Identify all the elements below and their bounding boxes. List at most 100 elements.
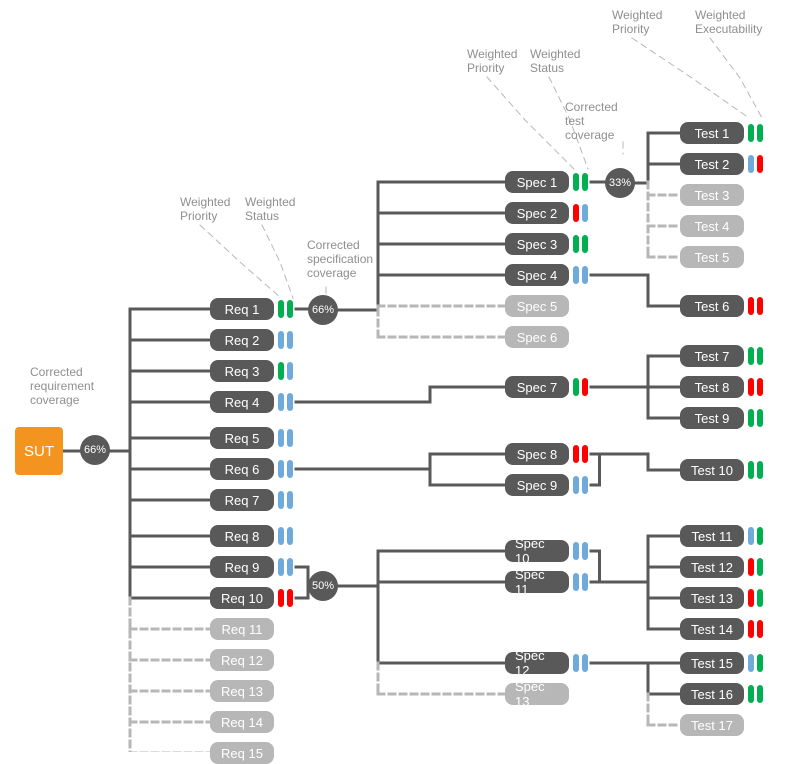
indicator-r6-0: [278, 460, 284, 478]
node-t2: Test 2: [680, 153, 744, 175]
indicator-r5-0: [278, 429, 284, 447]
indicator-r8-1: [287, 527, 293, 545]
indicator-t14-1: [757, 620, 763, 638]
node-s7: Spec 7: [505, 376, 569, 398]
label-wp2: Weighted Priority: [467, 47, 517, 75]
node-t3: Test 3: [680, 184, 744, 206]
indicator-r7-1: [287, 491, 293, 509]
node-t7: Test 7: [680, 345, 744, 367]
sut-node: SUT: [15, 427, 63, 475]
node-t6: Test 6: [680, 295, 744, 317]
label-we: Weighted Executability: [695, 8, 762, 36]
node-t9: Test 9: [680, 407, 744, 429]
indicator-t14-0: [748, 620, 754, 638]
coverage-test_cov: 33%: [605, 168, 635, 198]
indicator-s8-1: [582, 445, 588, 463]
node-r4: Req 4: [210, 391, 274, 413]
indicator-r4-0: [278, 393, 284, 411]
indicator-s12-1: [582, 654, 588, 672]
node-s10: Spec 10: [505, 540, 569, 562]
node-r15: Req 15: [210, 742, 274, 764]
node-s2: Spec 2: [505, 202, 569, 224]
node-t8: Test 8: [680, 376, 744, 398]
indicator-t13-1: [757, 589, 763, 607]
node-t5: Test 5: [680, 246, 744, 268]
indicator-t16-1: [757, 685, 763, 703]
node-t11: Test 11: [680, 525, 744, 547]
indicator-t8-0: [748, 378, 754, 396]
indicator-t16-0: [748, 685, 754, 703]
indicator-s1-0: [573, 173, 579, 191]
node-s4: Spec 4: [505, 264, 569, 286]
indicator-s11-0: [573, 573, 579, 591]
node-t1: Test 1: [680, 122, 744, 144]
indicator-s7-1: [582, 378, 588, 396]
node-t15: Test 15: [680, 652, 744, 674]
indicator-s2-1: [582, 204, 588, 222]
label-wp1: Weighted Priority: [180, 195, 230, 223]
indicator-r7-0: [278, 491, 284, 509]
indicator-t7-0: [748, 347, 754, 365]
indicator-r10-1: [287, 589, 293, 607]
indicator-t8-1: [757, 378, 763, 396]
indicator-s10-0: [573, 542, 579, 560]
node-r1: Req 1: [210, 298, 274, 320]
label-corrected_test: Corrected test coverage: [565, 100, 618, 142]
coverage-req_cov: 66%: [80, 435, 110, 465]
indicator-t7-1: [757, 347, 763, 365]
node-t14: Test 14: [680, 618, 744, 640]
node-t13: Test 13: [680, 587, 744, 609]
indicator-t6-1: [757, 297, 763, 315]
indicator-t11-1: [757, 527, 763, 545]
indicator-r2-1: [287, 331, 293, 349]
indicator-s8-0: [573, 445, 579, 463]
node-s8: Spec 8: [505, 443, 569, 465]
diagram-canvas: SUTReq 1Req 2Req 3Req 4Req 5Req 6Req 7Re…: [0, 0, 792, 752]
node-t17: Test 17: [680, 714, 744, 736]
indicator-r3-1: [287, 362, 293, 380]
node-s6: Spec 6: [505, 326, 569, 348]
node-s12: Spec 12: [505, 652, 569, 674]
label-corrected_req: Corrected requirement coverage: [30, 365, 94, 407]
node-s9: Spec 9: [505, 474, 569, 496]
indicator-t9-1: [757, 409, 763, 427]
indicator-t15-1: [757, 654, 763, 672]
indicator-r8-0: [278, 527, 284, 545]
coverage-spec_cov2: 50%: [308, 571, 338, 601]
indicator-r4-1: [287, 393, 293, 411]
indicator-t12-0: [748, 558, 754, 576]
indicator-r6-1: [287, 460, 293, 478]
node-r7: Req 7: [210, 489, 274, 511]
label-ws1: Weighted Status: [245, 195, 295, 223]
indicator-t11-0: [748, 527, 754, 545]
indicator-t13-0: [748, 589, 754, 607]
indicator-s10-1: [582, 542, 588, 560]
indicator-t10-1: [757, 461, 763, 479]
indicator-s9-0: [573, 476, 579, 494]
indicator-t12-1: [757, 558, 763, 576]
indicator-t2-1: [757, 155, 763, 173]
indicator-s4-0: [573, 266, 579, 284]
indicator-t9-0: [748, 409, 754, 427]
indicator-t10-0: [748, 461, 754, 479]
node-r13: Req 13: [210, 680, 274, 702]
indicator-r9-0: [278, 558, 284, 576]
node-r2: Req 2: [210, 329, 274, 351]
indicator-t6-0: [748, 297, 754, 315]
indicator-t1-0: [748, 124, 754, 142]
indicator-r9-1: [287, 558, 293, 576]
indicator-s3-1: [582, 235, 588, 253]
indicator-r2-0: [278, 331, 284, 349]
indicator-r1-0: [278, 300, 284, 318]
node-r8: Req 8: [210, 525, 274, 547]
node-t10: Test 10: [680, 459, 744, 481]
indicator-s4-1: [582, 266, 588, 284]
node-r10: Req 10: [210, 587, 274, 609]
node-r5: Req 5: [210, 427, 274, 449]
node-s5: Spec 5: [505, 295, 569, 317]
node-r6: Req 6: [210, 458, 274, 480]
indicator-s11-1: [582, 573, 588, 591]
node-r12: Req 12: [210, 649, 274, 671]
node-r11: Req 11: [210, 618, 274, 640]
indicator-r10-0: [278, 589, 284, 607]
